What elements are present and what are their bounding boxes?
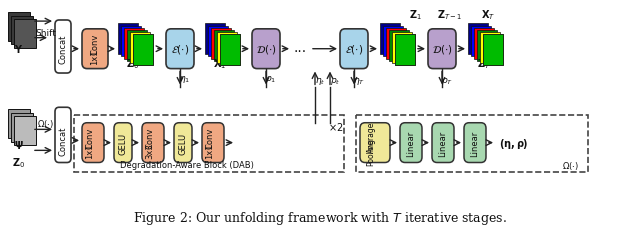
Bar bbox=[386, 29, 406, 59]
FancyBboxPatch shape bbox=[428, 30, 456, 69]
Bar bbox=[74, 116, 344, 173]
Bar bbox=[214, 31, 234, 62]
Bar bbox=[483, 35, 503, 66]
FancyBboxPatch shape bbox=[202, 123, 224, 163]
Bar bbox=[483, 35, 503, 66]
Bar bbox=[356, 116, 588, 173]
FancyBboxPatch shape bbox=[166, 30, 194, 69]
Text: $\rho_t$: $\rho_t$ bbox=[330, 76, 340, 87]
Bar bbox=[8, 110, 30, 139]
Text: $\eta_t$: $\eta_t$ bbox=[315, 76, 325, 87]
FancyBboxPatch shape bbox=[55, 108, 71, 163]
FancyBboxPatch shape bbox=[464, 123, 486, 163]
Text: $\mathbf{Z}_{T-1}$: $\mathbf{Z}_{T-1}$ bbox=[437, 9, 463, 22]
Text: $\mathbf{X}_1$: $\mathbf{X}_1$ bbox=[213, 57, 227, 71]
Bar bbox=[118, 24, 138, 55]
Bar bbox=[220, 35, 240, 66]
Text: $\mathcal{E}(\cdot)$: $\mathcal{E}(\cdot)$ bbox=[171, 43, 189, 56]
Bar bbox=[217, 33, 237, 64]
Text: Conv: Conv bbox=[86, 127, 95, 148]
Text: $\mathbf{Z}_0$: $\mathbf{Z}_0$ bbox=[127, 57, 140, 71]
Bar bbox=[480, 33, 500, 64]
Text: 3x3: 3x3 bbox=[145, 143, 154, 158]
Text: Figure 2: Our unfolding framework with $T$ iterative stages.: Figure 2: Our unfolding framework with $… bbox=[133, 209, 507, 226]
Bar bbox=[477, 31, 497, 62]
Text: $\mathbf{Z}_0$: $\mathbf{Z}_0$ bbox=[12, 156, 26, 170]
Bar bbox=[8, 13, 30, 42]
Text: GELU: GELU bbox=[118, 132, 127, 154]
Text: $\mathbf{Y}$: $\mathbf{Y}$ bbox=[15, 43, 24, 54]
Bar bbox=[395, 35, 415, 66]
Bar bbox=[11, 113, 33, 142]
Text: GELU: GELU bbox=[179, 132, 188, 154]
Text: $\eta_1$: $\eta_1$ bbox=[179, 74, 191, 85]
FancyBboxPatch shape bbox=[432, 123, 454, 163]
Text: 1x1: 1x1 bbox=[86, 143, 95, 158]
Bar bbox=[220, 35, 240, 66]
FancyBboxPatch shape bbox=[174, 123, 192, 163]
Bar bbox=[383, 26, 403, 57]
Text: $\Omega(\cdot)$: $\Omega(\cdot)$ bbox=[36, 117, 53, 129]
Text: 1x1: 1x1 bbox=[90, 49, 99, 65]
Text: $\times 2$: $\times 2$ bbox=[328, 121, 344, 132]
Bar bbox=[14, 20, 36, 49]
Text: $\mathcal{E}(\cdot)$: $\mathcal{E}(\cdot)$ bbox=[345, 43, 363, 56]
Text: $\mathcal{D}(\cdot)$: $\mathcal{D}(\cdot)$ bbox=[431, 43, 452, 56]
FancyBboxPatch shape bbox=[82, 123, 104, 163]
Text: $\mathcal{D}(\cdot)$: $\mathcal{D}(\cdot)$ bbox=[255, 43, 276, 56]
Text: Linear: Linear bbox=[406, 130, 415, 156]
FancyBboxPatch shape bbox=[82, 30, 108, 69]
Text: Conv: Conv bbox=[205, 127, 214, 148]
Bar bbox=[474, 29, 494, 59]
Text: Concat: Concat bbox=[58, 35, 67, 64]
Bar bbox=[14, 117, 36, 145]
Text: Conv: Conv bbox=[90, 33, 99, 55]
Bar bbox=[395, 35, 415, 66]
Text: Linear: Linear bbox=[438, 130, 447, 156]
Bar bbox=[205, 24, 225, 55]
Text: Degradation-Aware Block (DAB): Degradation-Aware Block (DAB) bbox=[120, 161, 254, 170]
Bar bbox=[392, 33, 412, 64]
Bar bbox=[468, 24, 488, 55]
Text: Pooling: Pooling bbox=[367, 138, 376, 166]
Bar bbox=[127, 31, 147, 62]
Text: $\Omega(\cdot)$: $\Omega(\cdot)$ bbox=[561, 159, 579, 171]
Bar bbox=[124, 29, 144, 59]
Text: Linear: Linear bbox=[470, 130, 479, 156]
Bar bbox=[389, 31, 409, 62]
FancyBboxPatch shape bbox=[252, 30, 280, 69]
FancyBboxPatch shape bbox=[340, 30, 368, 69]
FancyBboxPatch shape bbox=[400, 123, 422, 163]
Text: $\mathbf{Z}_T$: $\mathbf{Z}_T$ bbox=[477, 57, 491, 71]
Text: $\rho_T$: $\rho_T$ bbox=[441, 76, 453, 87]
Bar bbox=[380, 24, 400, 55]
Bar bbox=[471, 26, 491, 57]
Text: Shift: Shift bbox=[36, 28, 56, 37]
Bar bbox=[130, 33, 150, 64]
Bar bbox=[208, 26, 228, 57]
Text: ···: ··· bbox=[293, 45, 307, 59]
Bar bbox=[121, 26, 141, 57]
FancyBboxPatch shape bbox=[142, 123, 164, 163]
Text: Concat: Concat bbox=[58, 126, 67, 155]
FancyBboxPatch shape bbox=[55, 21, 71, 74]
Text: $\rho_1$: $\rho_1$ bbox=[266, 74, 276, 85]
Text: $\boldsymbol{\Psi}$: $\boldsymbol{\Psi}$ bbox=[14, 138, 24, 150]
Bar bbox=[211, 29, 231, 59]
Text: $\mathbf{Z}_1$: $\mathbf{Z}_1$ bbox=[408, 9, 421, 22]
FancyBboxPatch shape bbox=[114, 123, 132, 163]
FancyBboxPatch shape bbox=[360, 123, 390, 163]
Text: Conv: Conv bbox=[145, 127, 154, 148]
Text: $\eta_T$: $\eta_T$ bbox=[353, 76, 365, 87]
Bar bbox=[133, 35, 153, 66]
Text: $\mathbf{X}_T$: $\mathbf{X}_T$ bbox=[481, 9, 495, 22]
Bar bbox=[133, 35, 153, 66]
Text: $\mathbf{(\eta, \rho)}$: $\mathbf{(\eta, \rho)}$ bbox=[499, 136, 529, 150]
Text: 1x1: 1x1 bbox=[205, 143, 214, 158]
Bar bbox=[11, 16, 33, 45]
Text: Average: Average bbox=[367, 121, 376, 152]
